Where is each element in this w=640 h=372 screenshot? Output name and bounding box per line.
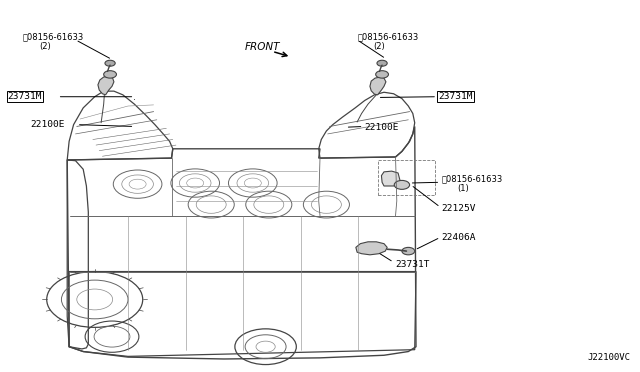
Circle shape xyxy=(105,60,115,66)
Circle shape xyxy=(376,71,388,78)
Circle shape xyxy=(394,180,410,189)
Text: (1): (1) xyxy=(458,185,469,193)
Text: (2): (2) xyxy=(40,42,51,51)
Text: 22100E: 22100E xyxy=(31,120,65,129)
Text: 23731M: 23731M xyxy=(8,92,42,101)
Text: Ⓒ08156-61633: Ⓒ08156-61633 xyxy=(22,33,84,42)
Circle shape xyxy=(104,71,116,78)
Polygon shape xyxy=(370,77,386,95)
Circle shape xyxy=(377,60,387,66)
Text: 22406A: 22406A xyxy=(442,233,476,242)
Text: J22100VC: J22100VC xyxy=(588,353,630,362)
Text: FRONT: FRONT xyxy=(244,42,280,51)
Text: 23731T: 23731T xyxy=(395,260,429,269)
Text: 22100E: 22100E xyxy=(365,123,399,132)
Circle shape xyxy=(402,247,415,255)
Polygon shape xyxy=(98,76,114,95)
Polygon shape xyxy=(381,171,400,186)
Text: 23731M: 23731M xyxy=(438,92,473,101)
Text: (2): (2) xyxy=(373,42,385,51)
Polygon shape xyxy=(356,242,387,255)
Text: Ⓒ08156-61633: Ⓒ08156-61633 xyxy=(442,175,503,184)
Text: 22125V: 22125V xyxy=(442,204,476,213)
Text: Ⓒ08156-61633: Ⓒ08156-61633 xyxy=(357,33,419,42)
